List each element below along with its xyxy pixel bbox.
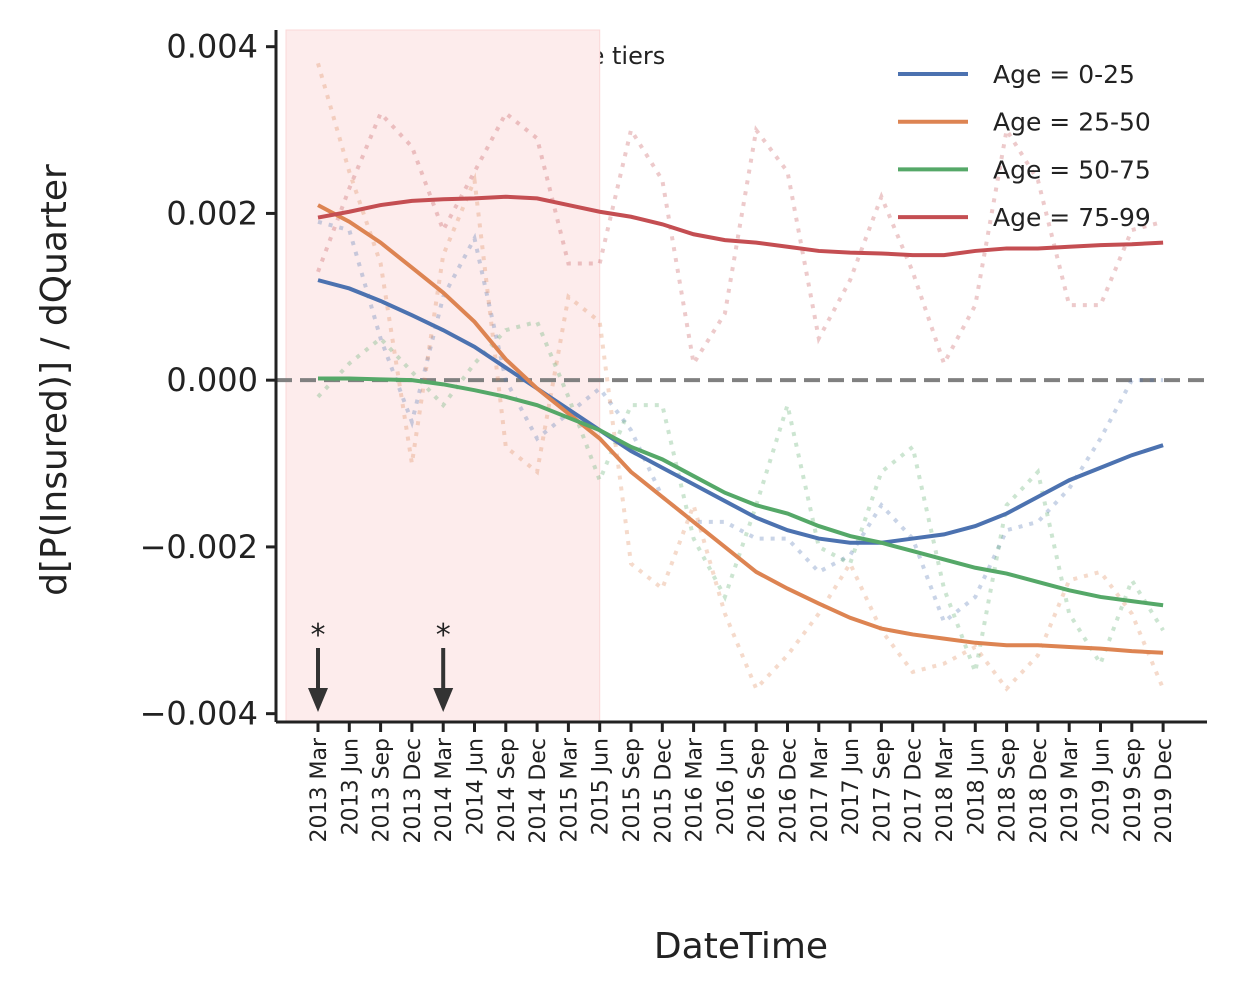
x-tick-label: 2019 Jun	[1090, 738, 1115, 835]
series-line	[318, 376, 1164, 608]
series-line	[317, 194, 1164, 258]
x-tick-label: 2019 Sep	[1121, 738, 1146, 842]
x-tick-label: 2017 Sep	[870, 738, 895, 842]
x-tick-label: 2018 Mar	[933, 737, 958, 842]
y-axis-label: d[P(Insured)] / dQuarter	[34, 164, 75, 596]
x-tick-label: 2016 Mar	[683, 737, 708, 842]
x-tick-label: 2014 Mar	[432, 737, 457, 842]
marker-label: *	[436, 618, 451, 653]
x-tick-label: 2014 Sep	[495, 738, 520, 842]
x-tick-label: 2017 Jun	[839, 738, 864, 835]
x-tick-label: 2018 Jun	[964, 738, 989, 835]
x-axis-label: DateTime	[654, 926, 828, 967]
x-tick-label: 2015 Mar	[557, 737, 582, 842]
x-tick-label: 2016 Sep	[745, 738, 770, 842]
y-tick-label: 0.002	[166, 194, 258, 232]
legend-label: Age = 0-25	[993, 60, 1135, 89]
y-tick-label: 0.004	[166, 28, 258, 66]
y-tick-label: −0.002	[140, 528, 258, 566]
x-tick-label: 2017 Mar	[808, 737, 833, 842]
x-tick-label: 2016 Jun	[714, 738, 739, 835]
x-tick-label: 2013 Dec	[401, 738, 426, 844]
x-tick-label: 2013 Mar	[307, 737, 332, 842]
marker-arrowhead	[308, 688, 328, 712]
x-tick-label: 2015 Dec	[651, 738, 676, 844]
marker-arrowhead	[433, 688, 454, 712]
y-tick-label: −0.004	[140, 695, 258, 733]
y-tick-label: 0.000	[166, 361, 258, 399]
x-tick-label: 2014 Dec	[526, 738, 551, 844]
x-tick-label: 2017 Dec	[902, 738, 927, 844]
raw-line	[316, 109, 1164, 370]
x-tick-label: 2018 Sep	[996, 738, 1021, 842]
series-line	[317, 203, 1164, 655]
x-tick-label: 2019 Mar	[1058, 737, 1083, 842]
legend-label: Age = 25-50	[993, 108, 1151, 137]
x-tick-label: 2014 Jun	[464, 738, 489, 835]
x-tick-label: 2019 Dec	[1152, 738, 1177, 844]
x-tick-label: 2015 Sep	[620, 738, 645, 842]
x-tick-label: 2013 Jun	[338, 738, 363, 835]
shaded-region	[285, 29, 601, 723]
raw-line	[316, 319, 1165, 680]
raw-line	[317, 219, 1164, 626]
x-tick-label: 2013 Sep	[370, 738, 395, 842]
x-tick-label: 2016 Dec	[777, 738, 802, 844]
series-line	[317, 278, 1164, 545]
legend-label: Age = 50-75	[993, 155, 1151, 184]
x-tick-label: 2018 Dec	[1027, 738, 1052, 844]
raw-line	[316, 62, 1165, 693]
marker-label: *	[311, 618, 326, 653]
legend-label: Age = 75-99	[993, 203, 1151, 232]
x-tick-label: 2015 Jun	[589, 738, 614, 835]
